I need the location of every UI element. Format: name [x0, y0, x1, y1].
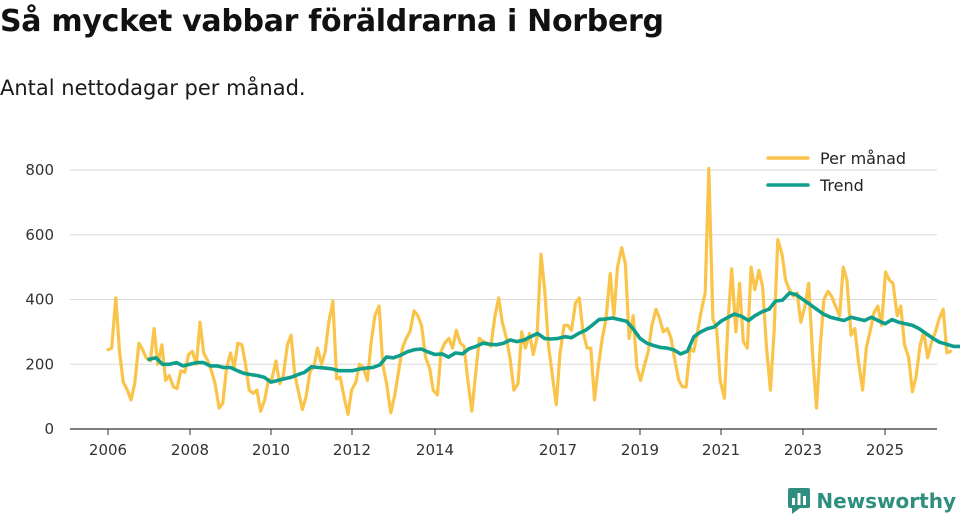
x-tick-label-2023: 2023 — [784, 441, 822, 459]
legend-label-1: Trend — [819, 176, 864, 195]
series-line-trend — [147, 291, 960, 384]
brand-name: Newsworthy — [816, 489, 956, 513]
bar-chart-speech-icon — [788, 488, 811, 514]
x-tick-label-2012: 2012 — [333, 441, 371, 459]
x-tick-label-2014: 2014 — [416, 441, 454, 459]
x-tick-label-2010: 2010 — [252, 441, 290, 459]
y-tick-label-600: 600 — [25, 226, 54, 244]
x-tick-label-2017: 2017 — [539, 441, 577, 459]
series-line-per-manad — [106, 166, 953, 416]
legend-label-0: Per månad — [820, 149, 906, 168]
x-tick-label-2006: 2006 — [89, 441, 127, 459]
y-tick-label-800: 800 — [25, 161, 54, 179]
x-tick-label-2008: 2008 — [171, 441, 209, 459]
x-tick-label-2025: 2025 — [866, 441, 904, 459]
page-title: Så mycket vabbar föräldrarna i Norberg — [0, 4, 664, 39]
x-tick-label-2019: 2019 — [621, 441, 659, 459]
y-tick-label-200: 200 — [25, 355, 54, 373]
brand-logo: Newsworthy — [788, 488, 956, 514]
x-tick-label-2021: 2021 — [702, 441, 740, 459]
page-subtitle: Antal nettodagar per månad. — [0, 76, 306, 100]
y-tick-label-0: 0 — [44, 420, 54, 438]
y-tick-label-400: 400 — [25, 291, 54, 309]
